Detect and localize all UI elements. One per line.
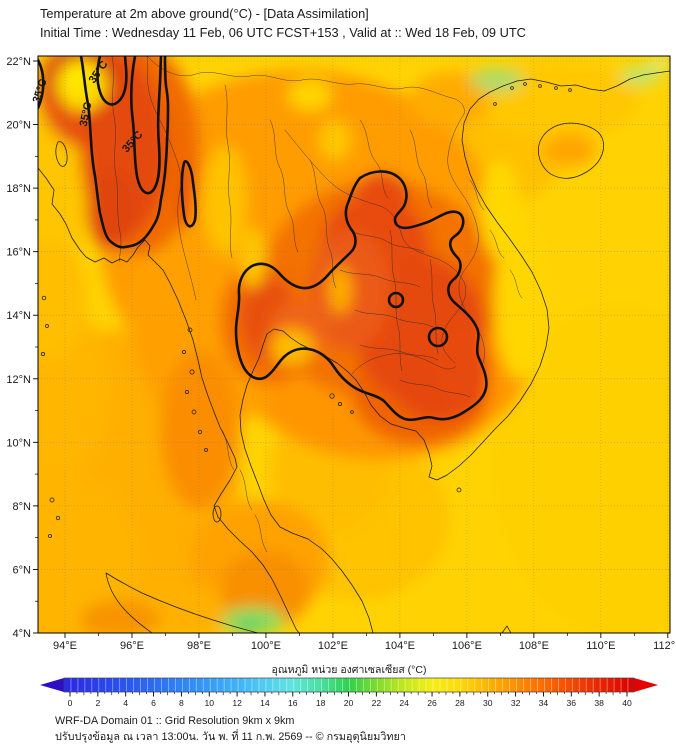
colorbar-tick-label: 28 [455,698,465,708]
admin-borders [111,56,523,553]
y-tick-label: 10°N [6,437,31,449]
x-tick-label: 106°E [452,640,482,652]
contour-label-35c: 35°C [78,101,95,128]
colorbar-tick-label: 10 [204,698,214,708]
colorbar-tick-label: 24 [399,698,409,708]
colorbar-gradient-bar [64,678,634,692]
x-tick-label: 110°E [586,640,615,652]
colorbar-tick-label: 40 [622,698,632,708]
colorbar-tick-label: 36 [567,698,577,708]
x-tick-label: 108°E [519,640,549,652]
y-tick-label: 18°N [6,183,31,195]
colorbar-tick-label: 12 [232,698,242,708]
colorbar-tick-label: 34 [539,698,549,708]
page-subtitle: Initial Time : Wednesday 11 Feb, 06 UTC … [40,25,526,40]
y-tick-label: 14°N [6,310,31,322]
y-tick-label: 16°N [6,247,31,259]
colorbar-left-arrow [40,678,64,692]
colorbar-ticks: 0 2 4 6 8 10 12 14 16 18 20 22 24 26 28 30 32 34 36 38 40 [68,692,632,708]
colorbar-tick-label: 38 [594,698,604,708]
y-tick-label: 8°N [13,501,32,513]
y-tick-label: 4°N [13,628,32,640]
coastlines [38,70,670,633]
colorbar-tick-label: 2 [95,698,100,708]
x-tick-label: 98°E [187,640,211,652]
x-tick-label: 94°E [53,640,77,652]
footer-update-info: ปรับปรุงข้อมูล ณ เวลา 13:00น. วัน พ. ที่… [55,729,406,743]
x-tick-label: 100°E [251,640,281,652]
colorbar-title: อุณหภูมิ หน่วย องศาเซลเซียส (°C) [272,663,427,676]
colorbar: อุณหภูมิ หน่วย องศาเซลเซียส (°C) 0 2 4 6 8 10… [40,663,658,708]
colorbar-tick-label: 32 [511,698,521,708]
x-tick-label: 96°E [120,640,144,652]
x-tick-label: 104°E [385,640,415,652]
footer-domain-info: WRF-DA Domain 01 :: Grid Resolution 9km … [55,715,294,727]
y-tick-label: 6°N [13,564,32,576]
colorbar-tick-label: 8 [179,698,184,708]
colorbar-tick-label: 26 [427,698,437,708]
colorbar-tick-label: 16 [288,698,298,708]
x-tick-label: 112°E [653,640,676,652]
y-tick-label: 20°N [6,120,31,132]
axes: 94°E 96°E 98°E 100°E 102°E 104°E 106°E 108°E 110… [6,56,676,652]
x-tick-label: 102°E [318,640,348,652]
page-title: Temperature at 2m above ground(°C) - [Da… [40,6,369,21]
colorbar-right-arrow [634,678,658,692]
colorbar-tick-label: 20 [344,698,354,708]
colorbar-segments [70,678,629,692]
contours-35c [38,56,488,421]
colorbar-tick-label: 14 [260,698,270,708]
plot-frame [37,55,671,634]
colorbar-tick-label: 30 [483,698,493,708]
colorbar-tick-label: 4 [123,698,128,708]
colorbar-tick-label: 22 [372,698,382,708]
colorbar-tick-label: 0 [68,698,73,708]
y-tick-label: 22°N [6,56,31,68]
colorbar-tick-label: 18 [316,698,326,708]
colorbar-tick-label: 6 [151,698,156,708]
temperature-field [38,56,670,633]
y-tick-label: 12°N [6,374,31,386]
